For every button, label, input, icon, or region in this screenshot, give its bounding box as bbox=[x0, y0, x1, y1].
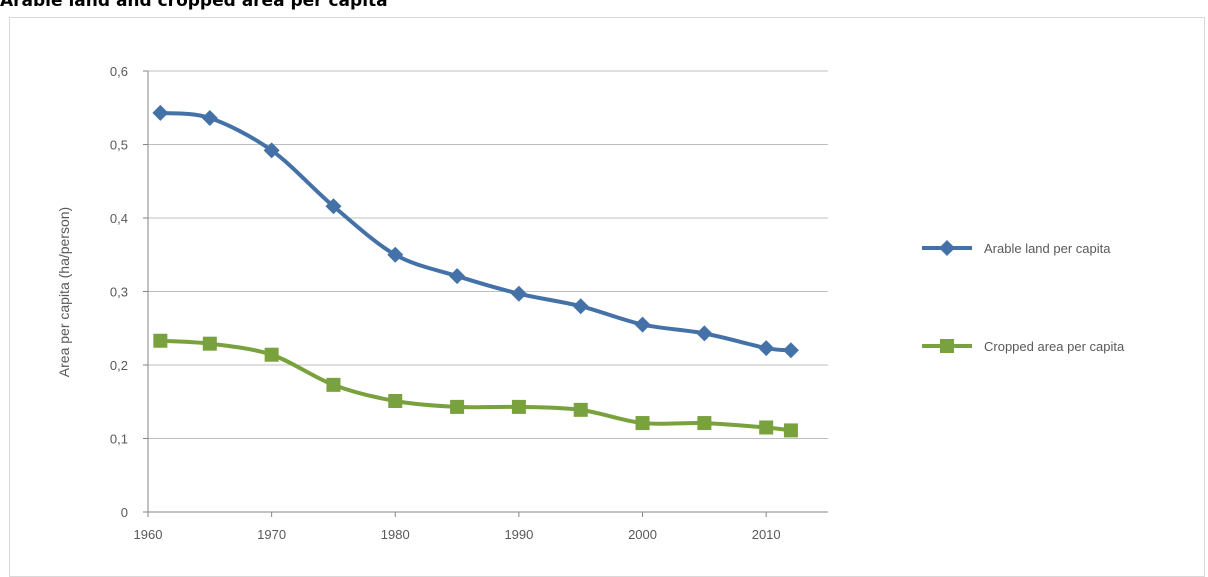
data-point bbox=[202, 336, 217, 351]
page-title: Arable land and cropped area per capita bbox=[0, 0, 388, 11]
data-point bbox=[782, 342, 799, 359]
y-tick-label: 0,6 bbox=[110, 64, 128, 79]
data-point bbox=[572, 298, 589, 315]
data-point bbox=[449, 268, 466, 285]
y-tick-label: 0,1 bbox=[110, 432, 128, 447]
data-point bbox=[153, 333, 168, 348]
y-axis-title: Area per capita (ha/person) bbox=[56, 207, 72, 377]
data-point bbox=[696, 325, 713, 342]
data-point bbox=[511, 399, 526, 414]
y-tick-label: 0,2 bbox=[110, 358, 128, 373]
legend-entry: Cropped area per capita bbox=[922, 339, 1125, 354]
x-tick-label: 1990 bbox=[504, 527, 533, 542]
y-tick-label: 0,3 bbox=[110, 285, 128, 300]
data-point bbox=[387, 246, 404, 263]
data-point bbox=[201, 110, 218, 127]
data-point bbox=[326, 377, 341, 392]
data-point bbox=[450, 399, 465, 414]
data-point bbox=[783, 423, 798, 438]
data-point bbox=[264, 347, 279, 362]
series-layer bbox=[152, 104, 799, 438]
legend-marker bbox=[940, 339, 954, 353]
x-tick-label: 2000 bbox=[628, 527, 657, 542]
legend-marker bbox=[939, 240, 955, 256]
y-tick-label: 0 bbox=[121, 505, 128, 520]
data-point bbox=[152, 104, 169, 121]
gridlines bbox=[148, 70, 828, 439]
legend: Arable land per capita Cropped area per c… bbox=[922, 240, 1125, 354]
axes: 0 0,1 0,2 0,3 0,4 0,5 0,6 1960 1970 1980 1990 2000 2… bbox=[110, 64, 828, 542]
chart-frame bbox=[9, 17, 1205, 577]
series-line bbox=[160, 338, 792, 433]
data-point bbox=[573, 402, 588, 417]
data-point bbox=[388, 394, 403, 409]
y-tick-label: 0,5 bbox=[110, 138, 128, 153]
x-tick-label: 1980 bbox=[381, 527, 410, 542]
legend-label: Cropped area per capita bbox=[984, 339, 1125, 354]
y-tick-label: 0,4 bbox=[110, 211, 128, 226]
data-point bbox=[263, 142, 280, 159]
data-point bbox=[634, 316, 651, 333]
series-line bbox=[160, 110, 792, 353]
x-tick-label: 1960 bbox=[134, 527, 163, 542]
data-point bbox=[325, 198, 342, 215]
data-point bbox=[759, 420, 774, 435]
x-tick-label: 1970 bbox=[257, 527, 286, 542]
data-point bbox=[635, 416, 650, 431]
series-1 bbox=[152, 104, 799, 359]
data-point bbox=[510, 285, 527, 302]
x-tick-label: 2010 bbox=[752, 527, 781, 542]
data-point bbox=[697, 416, 712, 431]
legend-label: Arable land per capita bbox=[984, 241, 1111, 256]
data-point bbox=[758, 340, 775, 357]
legend-entry: Arable land per capita bbox=[922, 240, 1111, 256]
series-2 bbox=[153, 333, 798, 438]
